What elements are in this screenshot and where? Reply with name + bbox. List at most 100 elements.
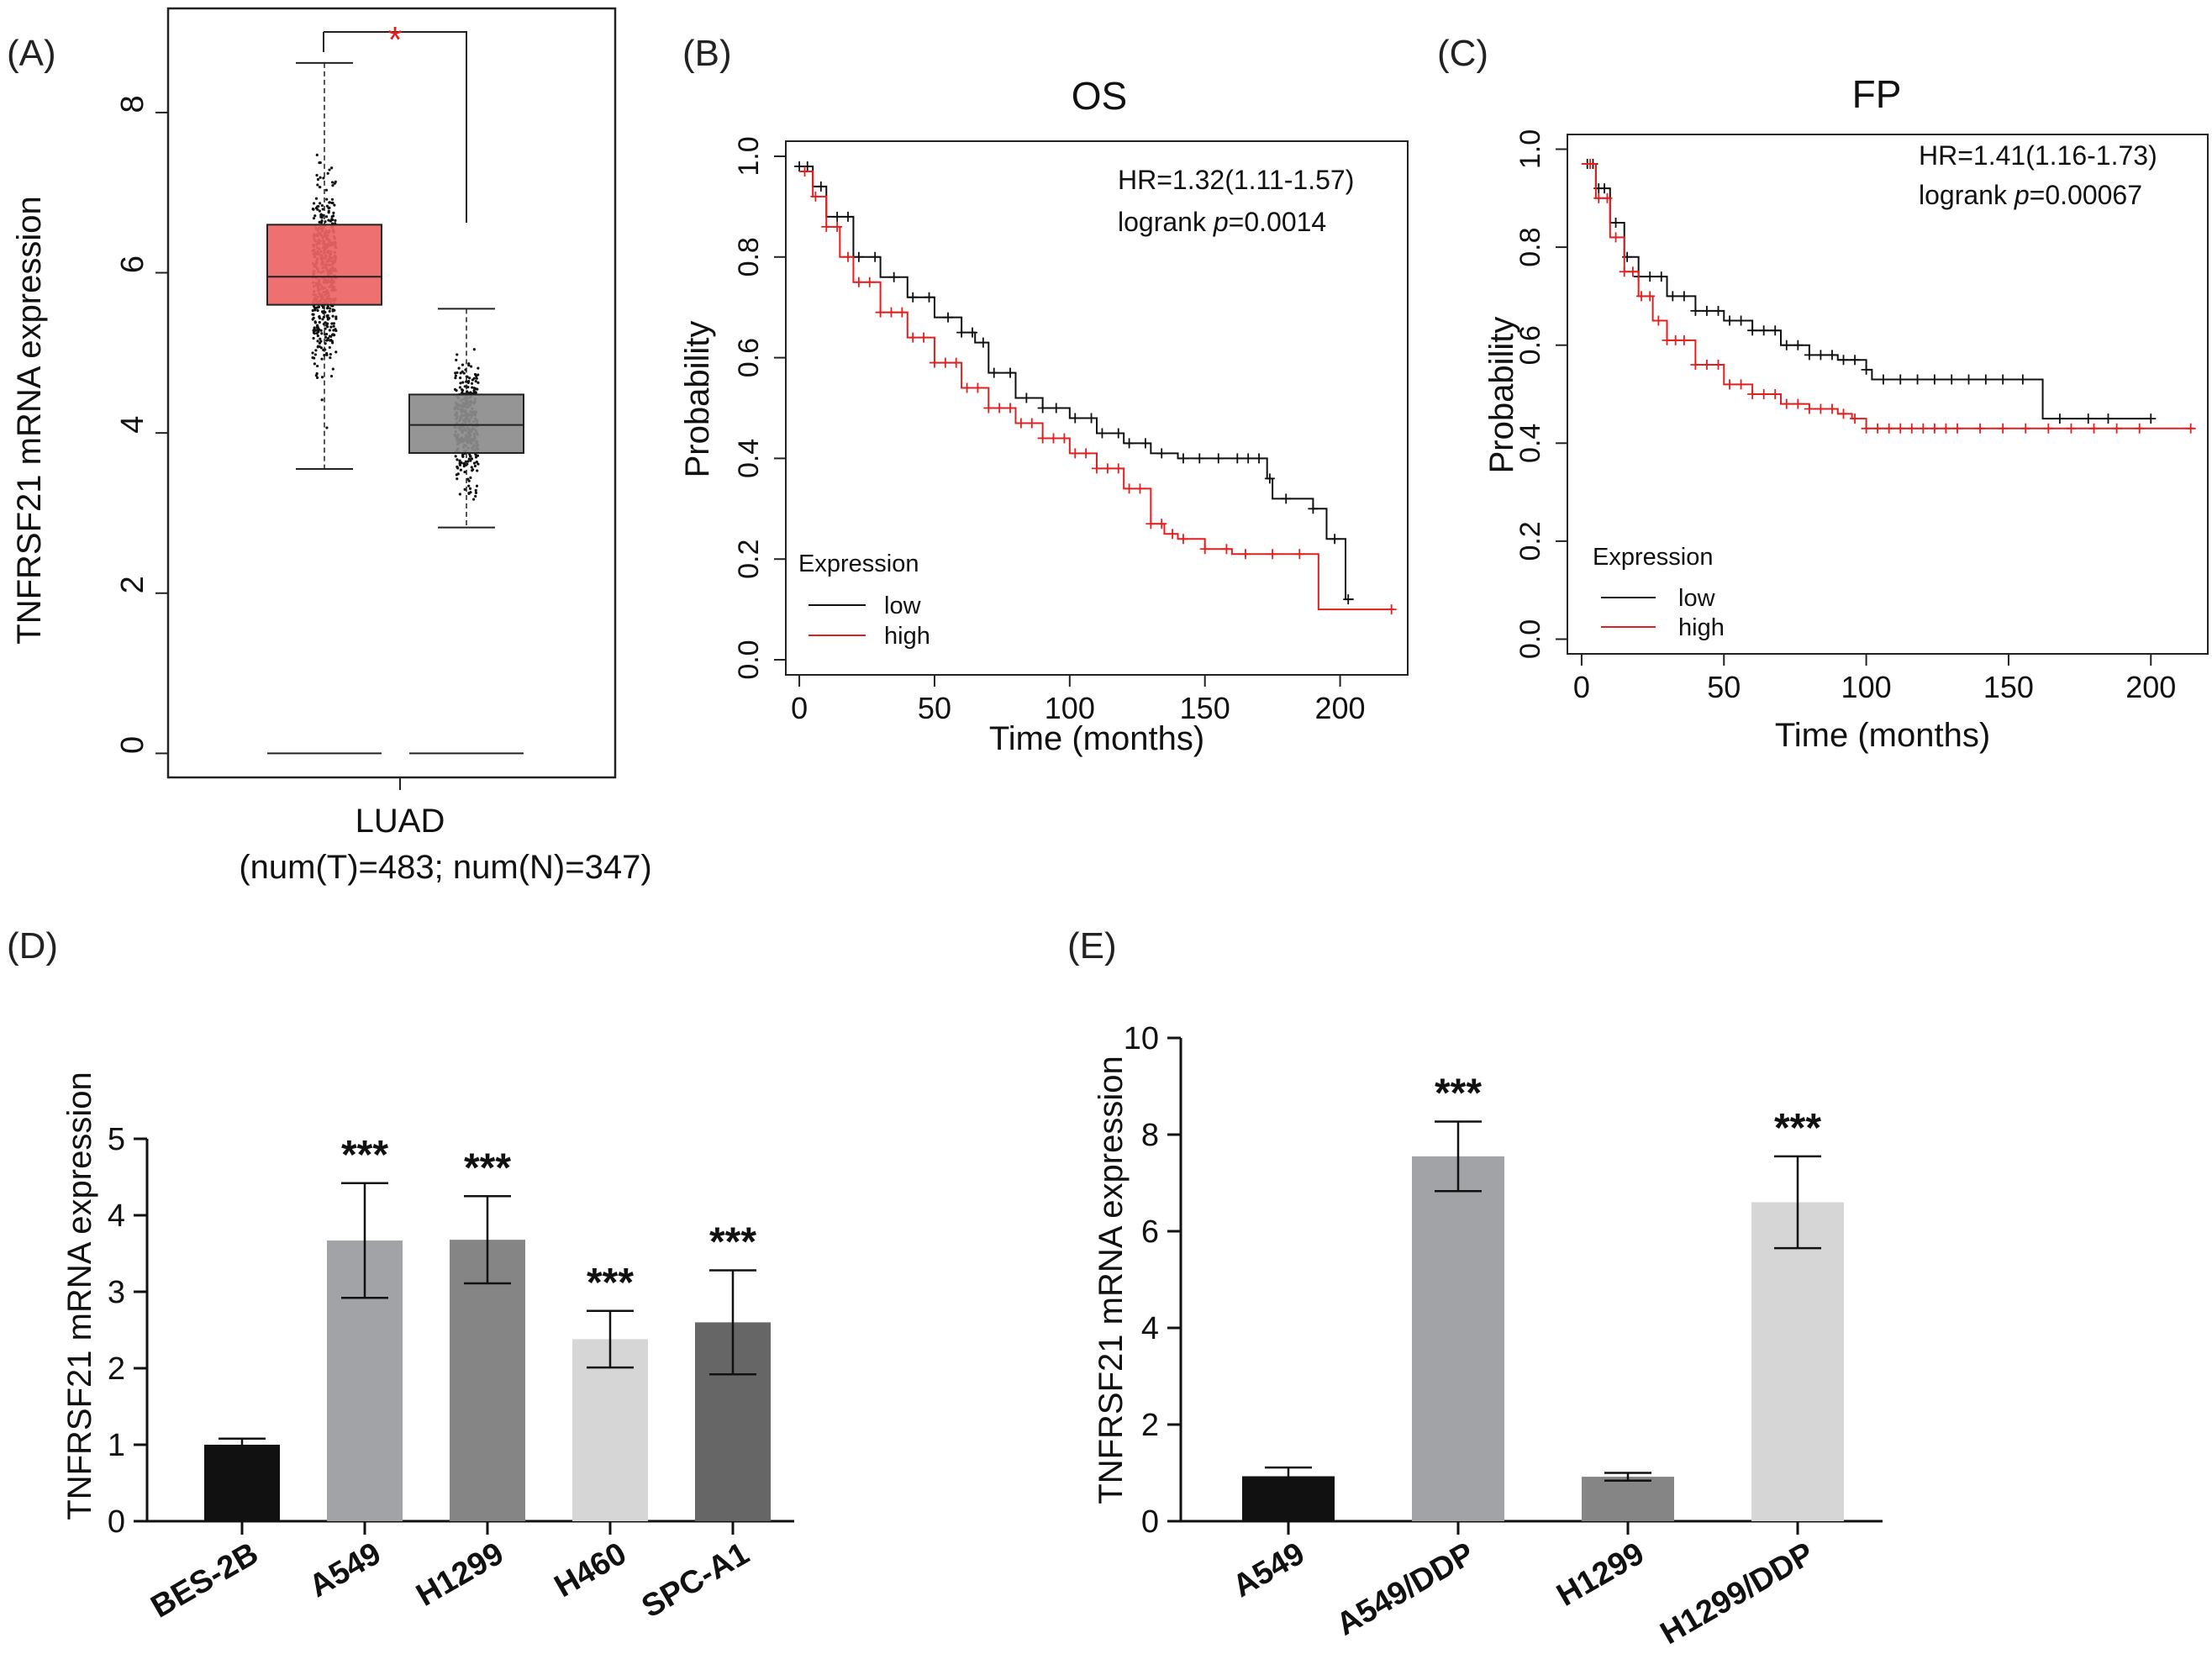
panel-c-censor-mark-low (1815, 350, 1826, 361)
panel-a-jitter-point (328, 329, 331, 332)
panel-b-censor-mark-high (1221, 544, 1232, 555)
panel-b-censor-mark-high (951, 357, 961, 368)
panel-b-censor-mark-high (1026, 418, 1037, 429)
panel-a-jitter-point (320, 203, 324, 208)
panel-c-censor-mark-high (1627, 266, 1638, 277)
panel-e-category-label: H1299/DDP (1655, 1535, 1820, 1651)
panel-a-jitter-point (463, 471, 466, 474)
panel-b-censor-mark-high (897, 307, 908, 318)
panel-a-jitter-point (468, 455, 472, 458)
panel-c-x-tick-label: 50 (1707, 670, 1741, 704)
panel-a-jitter-point (325, 324, 329, 327)
panel-a-jitter-point (330, 166, 334, 170)
panel-c-censor-mark-low (2083, 413, 2094, 424)
panel-b-legend-high: high (884, 623, 930, 650)
panel-c-frame (1567, 134, 2209, 655)
panel-a-jitter-point (459, 376, 462, 380)
panel-a-y-tick-label: 4 (115, 416, 150, 434)
panel-c-x-tick-label: 200 (2125, 670, 2176, 704)
panel-c-censor-mark-low (1713, 305, 1724, 316)
panel-b-censor-mark-low (924, 292, 935, 303)
panel-c-censor-mark-high (1701, 360, 1712, 371)
panel-b-x-label: Time (months) (989, 720, 1204, 757)
panel-c-censor-mark-high (1735, 379, 1746, 390)
panel-a-jitter-point (312, 217, 316, 220)
panel-a-jitter-point (324, 327, 327, 330)
panel-a-jitter-point (329, 219, 333, 223)
panel-e-category-label: A549 (1227, 1535, 1311, 1604)
panel-a-jitter-point (312, 329, 315, 332)
panel-a-jitter-point (319, 176, 322, 179)
panel-a-jitter-point (457, 366, 461, 370)
panel-a-jitter-point (313, 214, 317, 218)
panel-a-jitter-point (315, 371, 319, 376)
panel-a-jitter-point (314, 329, 318, 332)
panel-e-y-tick-label: 2 (1141, 1408, 1159, 1443)
panel-c-censor-mark-low (1793, 340, 1804, 350)
panel-b-censor-mark-high (1113, 463, 1124, 474)
panel-b-censor-mark-high (875, 307, 886, 318)
panel-c-censor-mark-high (1662, 334, 1672, 345)
panel-b-legend-title: Expression (798, 550, 919, 577)
panel-a-jitter-point (456, 466, 460, 470)
panel-a-jitter-point (460, 461, 463, 465)
panel-a-jitter-point (330, 181, 334, 184)
panel-b-censor-mark-low (1124, 438, 1135, 449)
panel-a-jitter-point (311, 308, 314, 313)
panel-a-jitter-point (334, 329, 338, 333)
panel-b-x-tick-label: 100 (1045, 691, 1095, 725)
panel-a-jitter-point (470, 382, 474, 385)
panel-a-jitter-point (471, 498, 476, 501)
panel-a-jitter-point (474, 380, 477, 383)
panel-b-censor-mark-high (929, 357, 940, 368)
panel-c-censor-mark-low (1701, 305, 1712, 316)
panel-a-jitter-point (329, 325, 333, 329)
panel-a-jitter-point (467, 484, 471, 487)
panel-a-box (266, 224, 382, 306)
panel-c-censor-mark-high (1918, 423, 1929, 434)
panel-b-censor-mark-high (1135, 483, 1146, 494)
panel-c-logrank: logrank p=0.00067 (1919, 180, 2142, 210)
panel-e-y-tick-label: 4 (1141, 1311, 1159, 1346)
panel-a-jitter-point (330, 215, 334, 219)
panel-c-censor-mark-high (1826, 403, 1837, 414)
panel-c-x-tick-label: 0 (1573, 670, 1590, 704)
panel-c-censor-mark-high (1645, 291, 1656, 302)
panel-a-jitter-point (311, 208, 314, 211)
panel-a-jitter-point (456, 371, 459, 375)
panel-b-censor-mark-high (983, 403, 994, 413)
panel-a-jitter-point (331, 341, 334, 345)
panel-b-censor-mark-low (853, 251, 864, 262)
panel-a-jitter-point (333, 308, 336, 312)
panel-c-censor-mark-high (2088, 423, 2099, 434)
panel-a-jitter-point (324, 332, 329, 336)
panel-e-y-tick-label: 10 (1124, 1021, 1159, 1056)
panel-e-significance-label: *** (1435, 1071, 1482, 1115)
panel-e-chart: 0 2 4 6 8 10 A549 *** A549/DDP H1299 *** H1299/DDP (1124, 1021, 1883, 1651)
panel-e-category-label: A549/DDP (1330, 1535, 1480, 1642)
panel-a-jitter-point (320, 219, 324, 223)
panel-a-jitter-point (463, 385, 466, 388)
panel-c-censor-mark-low (1599, 183, 1610, 194)
panel-a-jitter-point (313, 326, 316, 329)
panel-a-jitter-point (454, 377, 457, 380)
panel-a-jitter-point (319, 340, 323, 343)
panel-c-censor-mark-low (2146, 413, 2157, 424)
panel-b-y-tick-label: 0.0 (733, 640, 765, 679)
panel-a-jitter-point (315, 173, 319, 177)
panel-a-jitter-point (314, 349, 318, 352)
panel-b-censor-mark-low (1330, 534, 1340, 545)
panel-b-censor-mark-high (864, 277, 875, 287)
panel-d-category-label: SPC-A1 (636, 1535, 756, 1625)
panel-a-jitter-point (328, 168, 331, 171)
panel-a-jitter-point (462, 461, 466, 466)
panel-a-jitter-point (312, 336, 315, 340)
panel-d-bar (572, 1339, 648, 1521)
panel-c-censor-mark-low (1667, 291, 1678, 302)
panel-a-boxes (266, 61, 524, 755)
panel-c-censor-mark-high (1929, 423, 1940, 434)
panel-a-jitter-point (333, 182, 336, 185)
panel-c-censor-mark-high (2185, 423, 2196, 434)
panel-e-y-tick-label: 6 (1141, 1214, 1159, 1250)
panel-e-category-label: H1299 (1551, 1535, 1651, 1613)
